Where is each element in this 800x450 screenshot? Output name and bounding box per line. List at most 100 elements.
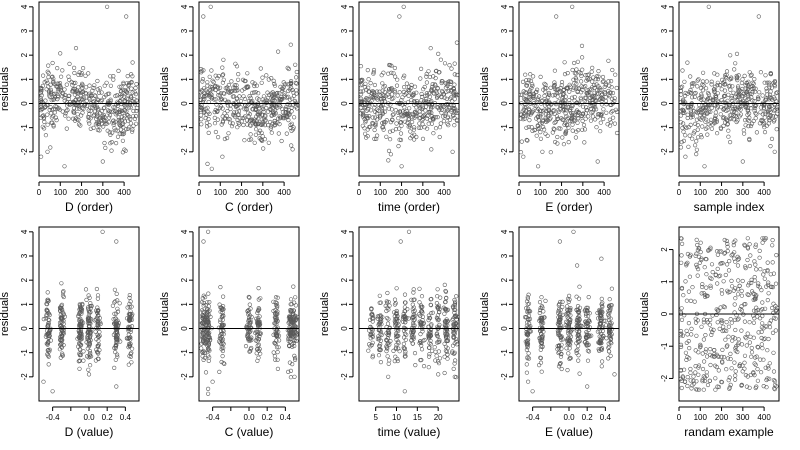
- data-point: [104, 4, 110, 9]
- data-point: [575, 347, 580, 353]
- data-point: [527, 117, 532, 123]
- data-point: [743, 302, 748, 307]
- data-point: [45, 149, 50, 154]
- data-point: [434, 332, 439, 337]
- data-point: [435, 334, 440, 339]
- data-point: [285, 102, 290, 107]
- data-point: [729, 284, 735, 289]
- data-point: [721, 115, 726, 120]
- data-point: [46, 70, 51, 76]
- data-point: [584, 343, 589, 348]
- data-point: [768, 272, 773, 277]
- data-point: [393, 108, 398, 113]
- data-point: [714, 119, 719, 125]
- data-point: [248, 132, 253, 137]
- data-point: [451, 366, 456, 372]
- data-point: [243, 78, 248, 84]
- data-point: [550, 130, 555, 135]
- data-point: [60, 94, 65, 99]
- data-point: [582, 127, 588, 132]
- data-point: [420, 121, 425, 127]
- data-point: [529, 124, 534, 130]
- data-point: [701, 337, 707, 342]
- data-point: [428, 109, 433, 115]
- data-point: [207, 74, 212, 79]
- data-point: [751, 81, 756, 86]
- data-point: [718, 112, 723, 117]
- data-point: [80, 97, 85, 102]
- data-point: [598, 113, 604, 118]
- x-tick-label: 200: [75, 188, 89, 197]
- y-tick-label: 3: [500, 28, 509, 33]
- data-point: [420, 304, 425, 310]
- data-point: [59, 338, 64, 343]
- data-point: [358, 64, 364, 69]
- data-point: [771, 369, 777, 374]
- data-point: [730, 84, 735, 89]
- data-point: [695, 135, 701, 140]
- data-point: [45, 297, 50, 303]
- data-point: [388, 339, 393, 344]
- data-point: [749, 277, 754, 283]
- data-point: [292, 374, 297, 379]
- data-point: [385, 315, 390, 321]
- data-point: [525, 302, 530, 307]
- data-point: [200, 79, 205, 84]
- data-point: [432, 82, 438, 87]
- data-point: [370, 333, 375, 338]
- data-point: [214, 102, 219, 107]
- data-point: [606, 327, 612, 332]
- x-tick-label: 20: [434, 413, 443, 422]
- data-point: [202, 350, 207, 355]
- data-point: [130, 90, 135, 95]
- data-point: [524, 137, 529, 143]
- y-tick-label: -2: [500, 373, 509, 381]
- data-point: [201, 239, 206, 244]
- data-point: [576, 116, 581, 121]
- data-point: [680, 110, 686, 115]
- data-point: [363, 118, 368, 123]
- y-tick-label: -1: [20, 349, 29, 357]
- data-point: [762, 276, 767, 281]
- data-point: [679, 306, 684, 311]
- data-point: [368, 80, 373, 86]
- data-point: [747, 281, 752, 286]
- data-point: [575, 343, 581, 349]
- data-point: [96, 106, 101, 111]
- data-point: [222, 97, 227, 102]
- data-point: [557, 106, 563, 111]
- data-point: [377, 347, 382, 352]
- data-point: [220, 120, 225, 125]
- data-point: [63, 113, 68, 118]
- data-point: [705, 125, 710, 130]
- data-point: [290, 87, 295, 93]
- data-point: [254, 83, 259, 88]
- data-point: [687, 274, 693, 279]
- data-point: [128, 309, 133, 314]
- data-point: [764, 377, 769, 383]
- data-point: [579, 73, 584, 79]
- data-point: [402, 105, 407, 110]
- data-point: [570, 113, 575, 118]
- data-point: [288, 122, 293, 128]
- data-point: [739, 328, 744, 333]
- data-point: [240, 88, 245, 93]
- data-point: [77, 106, 82, 111]
- data-point: [234, 96, 240, 101]
- data-point: [707, 322, 712, 327]
- data-point: [428, 338, 433, 343]
- data-point: [206, 229, 211, 234]
- data-point: [688, 74, 693, 79]
- data-point: [559, 342, 564, 347]
- x-tick-label: 0.2: [102, 413, 114, 422]
- data-point: [215, 109, 220, 114]
- data-point: [223, 86, 228, 91]
- data-point: [771, 350, 776, 355]
- data-point: [694, 139, 699, 144]
- data-point: [524, 125, 529, 130]
- data-point: [556, 308, 561, 314]
- data-point: [221, 72, 226, 77]
- data-point: [111, 120, 116, 126]
- data-point: [206, 291, 211, 296]
